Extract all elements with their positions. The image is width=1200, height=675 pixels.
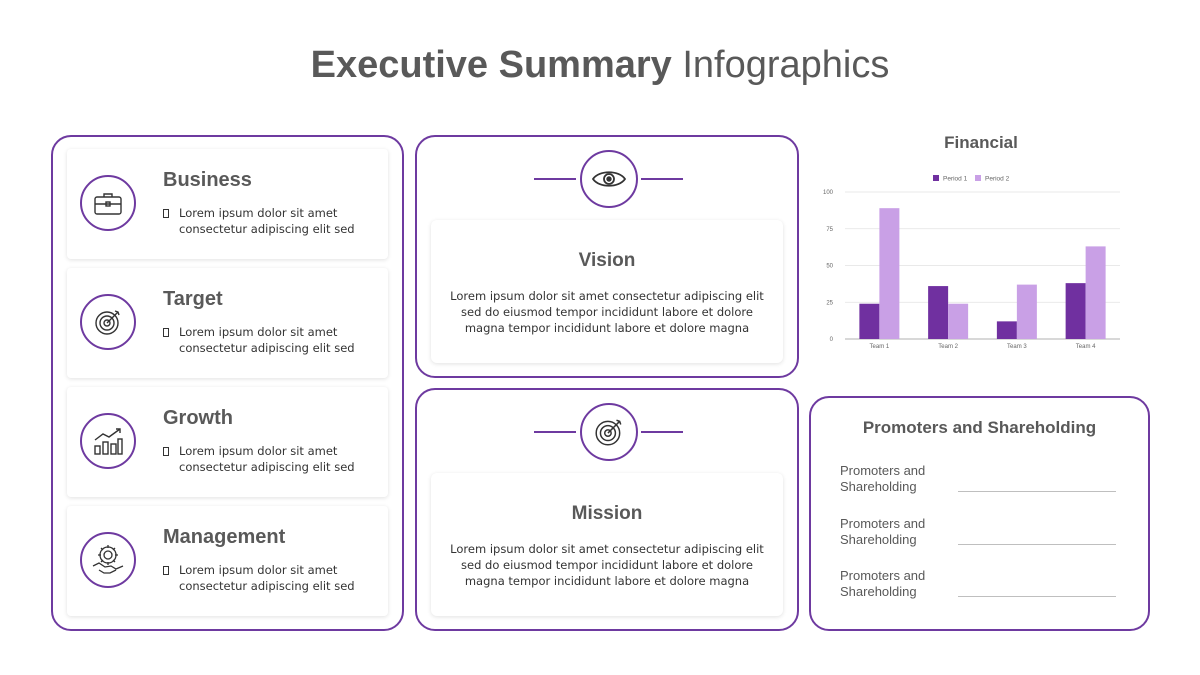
card-text: Lorem ipsum dolor sit amet consectetur a… (179, 206, 355, 236)
y-tick-label: 0 (830, 337, 834, 343)
promoters-title: Promoters and Shareholding (862, 418, 1097, 437)
bar (1065, 283, 1086, 339)
card-title: Target (163, 288, 223, 310)
vision-card: Vision Lorem ipsum dolor sit amet consec… (431, 220, 783, 363)
bullet-icon (163, 447, 169, 456)
y-tick-label: 50 (826, 264, 833, 270)
x-tick-label: Team 1 (870, 344, 890, 350)
title-light: Infographics (682, 44, 890, 86)
divider (534, 431, 576, 433)
growth-card: Growth Lorem ipsum dolor sit amet consec… (67, 387, 388, 497)
card-text: Lorem ipsum dolor sit amet consectetur a… (179, 325, 355, 355)
legend-swatch (975, 175, 981, 181)
y-tick-label: 100 (823, 190, 834, 196)
x-tick-label: Team 3 (1007, 344, 1027, 350)
title-bold: Executive Summary (310, 44, 672, 86)
mission-text: Lorem ipsum dolor sit amet consectetur a… (450, 542, 764, 588)
financial-title: Financial (944, 133, 1018, 152)
x-tick-label: Team 2 (938, 344, 958, 350)
legend-swatch (933, 175, 939, 181)
card-title: Management (163, 526, 286, 548)
promoters-row-label: Promoters and Shareholding (840, 463, 926, 494)
target-icon (580, 403, 638, 461)
legend-label: Period 2 (985, 176, 1010, 183)
mission-title: Mission (571, 503, 643, 524)
financial-bar-chart: Period 1 Period 2 0 25 50 75 100 Team 1 Team 2 Te… (823, 175, 1120, 350)
target-icon (80, 294, 136, 350)
divider (534, 178, 576, 180)
mission-card: Mission Lorem ipsum dolor sit amet conse… (431, 473, 783, 616)
growth-chart-icon (80, 413, 136, 469)
bar (879, 208, 900, 339)
promoters-row: Promoters and Shareholding (840, 568, 1130, 608)
y-tick-label: 25 (826, 300, 833, 306)
target-card: Target Lorem ipsum dolor sit amet consec… (67, 268, 388, 378)
left-summary-panel: Business Lorem ipsum dolor sit amet cons… (51, 135, 404, 631)
vision-text: Lorem ipsum dolor sit amet consectetur a… (450, 289, 764, 335)
bullet-icon (163, 566, 169, 575)
briefcase-icon (80, 175, 136, 231)
bullet-icon (163, 328, 169, 337)
business-card: Business Lorem ipsum dolor sit amet cons… (67, 149, 388, 259)
divider (641, 431, 683, 433)
bar (928, 286, 949, 339)
promoters-row: Promoters and Shareholding (840, 463, 1130, 503)
bullet-icon (163, 209, 169, 218)
mission-panel: Mission Lorem ipsum dolor sit amet conse… (415, 388, 799, 631)
promoters-row-line (958, 596, 1116, 597)
x-tick-label: Team 4 (1076, 344, 1096, 350)
eye-icon (580, 150, 638, 208)
legend-label: Period 1 (943, 176, 968, 183)
promoters-row-line (958, 544, 1116, 545)
management-card: Management Lorem ipsum dolor sit amet co… (67, 506, 388, 616)
card-text: Lorem ipsum dolor sit amet consectetur a… (179, 563, 355, 593)
card-title: Growth (163, 407, 233, 429)
promoters-row: Promoters and Shareholding (840, 516, 1130, 556)
vision-panel: Vision Lorem ipsum dolor sit amet consec… (415, 135, 799, 378)
promoters-row-label: Promoters and Shareholding (840, 516, 926, 547)
promoters-panel: Promoters and Shareholding Promoters and… (809, 396, 1150, 631)
bar (859, 303, 880, 339)
bar (1016, 284, 1037, 339)
divider (641, 178, 683, 180)
vision-title: Vision (578, 250, 636, 271)
promoters-row-label: Promoters and Shareholding (840, 568, 926, 599)
handshake-gear-icon (80, 532, 136, 588)
card-text: Lorem ipsum dolor sit amet consectetur a… (179, 444, 355, 474)
promoters-row-line (958, 491, 1116, 492)
bar (1085, 246, 1106, 339)
page-title: Executive Summary Infographics (0, 44, 1200, 87)
y-tick-label: 75 (826, 227, 833, 233)
card-title: Business (163, 169, 252, 191)
bar (996, 321, 1017, 339)
bar (948, 303, 969, 339)
